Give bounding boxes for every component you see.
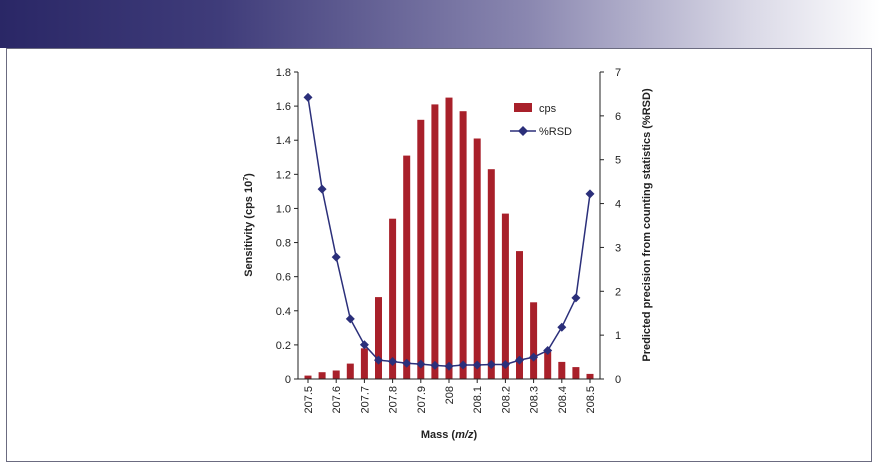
bar-cps (403, 155, 411, 379)
right-tick-label: 7 (615, 67, 621, 79)
right-tick-label: 1 (615, 330, 621, 342)
x-tick-label: 208.1 (472, 386, 484, 414)
right-tick-label: 4 (615, 199, 621, 211)
rsd-marker (331, 252, 341, 262)
legend-cps-swatch (514, 103, 532, 112)
x-tick-label: 207.6 (331, 386, 343, 414)
header-banner (0, 0, 880, 48)
rsd-marker (500, 360, 510, 370)
bar-cps (431, 104, 439, 380)
rsd-marker (444, 361, 454, 371)
left-axis-label-end: ) (243, 173, 255, 177)
rsd-marker (557, 322, 567, 332)
x-tick-label: 208.5 (585, 386, 597, 414)
x-axis-label-prefix: Mass ( (421, 429, 456, 441)
rsd-marker (543, 345, 553, 355)
bar-cps (544, 351, 552, 379)
left-axis-label: Sensitivity (cps 107) (243, 173, 255, 277)
rsd-marker (359, 340, 369, 350)
rsd-marker (486, 360, 496, 370)
bar-cps (445, 97, 453, 379)
rsd-marker (585, 189, 595, 199)
left-tick-label: 0.8 (276, 238, 291, 250)
rsd-marker (458, 360, 468, 370)
bar-cps (375, 297, 382, 379)
legend-cps-label: cps (539, 103, 557, 115)
bar-cps (516, 251, 523, 379)
left-tick-label: 0.4 (276, 306, 291, 318)
rsd-marker (402, 358, 412, 368)
rsd-marker (529, 352, 539, 362)
left-tick-label: 0.2 (276, 340, 291, 352)
rsd-marker (317, 184, 327, 194)
legend: cps %RSD (510, 103, 572, 138)
bar-cps (459, 111, 467, 379)
rsd-marker (388, 356, 398, 366)
left-tick-label: 1.8 (276, 67, 291, 79)
bar-cps (572, 367, 580, 379)
rsd-marker (515, 355, 524, 365)
x-tick-label: 207.8 (388, 386, 400, 414)
rsd-marker (416, 359, 426, 369)
legend-rsd-label: %RSD (539, 126, 572, 138)
left-tick-label: 0.6 (276, 272, 291, 284)
bar-cps (346, 363, 354, 379)
x-axis-label-suffix: ) (473, 429, 477, 441)
rsd-marker (571, 293, 581, 303)
bar-cps (501, 213, 509, 379)
left-axis-label-main: Sensitivity (cps 10 (243, 181, 255, 277)
x-tick-label: 207.9 (416, 386, 428, 414)
x-tick-label: 208 (444, 386, 456, 404)
x-tick-label: 208.3 (529, 386, 541, 414)
bar-cps (332, 370, 340, 379)
bar-cps (586, 373, 594, 379)
rsd-marker (303, 92, 313, 102)
right-axis-label: Predicted precision from counting statis… (641, 88, 653, 362)
x-tick-label: 207.5 (303, 386, 315, 414)
left-tick-label: 0 (285, 374, 291, 386)
figure-panel (6, 48, 872, 462)
x-axis-label: Mass (m/z) (421, 429, 478, 441)
x-tick-label: 208.2 (500, 386, 512, 414)
bar-cps (487, 169, 495, 379)
bar-cps (318, 372, 326, 379)
left-tick-label: 1.2 (276, 169, 291, 181)
bar-cps (473, 138, 481, 379)
x-tick-label: 207.7 (359, 386, 371, 414)
left-tick-label: 1.0 (276, 203, 291, 215)
rsd-marker (430, 360, 440, 370)
x-tick-label: 208.4 (557, 386, 569, 414)
left-axis-label-sup: 7 (243, 177, 250, 181)
right-tick-label: 5 (615, 155, 621, 167)
right-tick-label: 0 (615, 374, 621, 386)
bar-cps (558, 361, 566, 379)
rsd-marker (374, 355, 383, 365)
rsd-marker (472, 360, 482, 370)
right-tick-label: 2 (615, 286, 621, 298)
rsd-marker (345, 314, 355, 324)
bar-cps (417, 119, 425, 380)
legend-rsd-marker (518, 126, 528, 136)
bar-cps (530, 302, 538, 380)
right-tick-label: 6 (615, 111, 621, 123)
bar-cps (389, 218, 397, 379)
right-tick-label: 3 (615, 242, 621, 254)
bar-cps (360, 348, 368, 379)
left-tick-label: 1.6 (276, 101, 291, 113)
x-axis-label-italic: m/z (455, 429, 474, 441)
left-tick-label: 1.4 (276, 135, 291, 147)
bar-cps (304, 375, 312, 379)
